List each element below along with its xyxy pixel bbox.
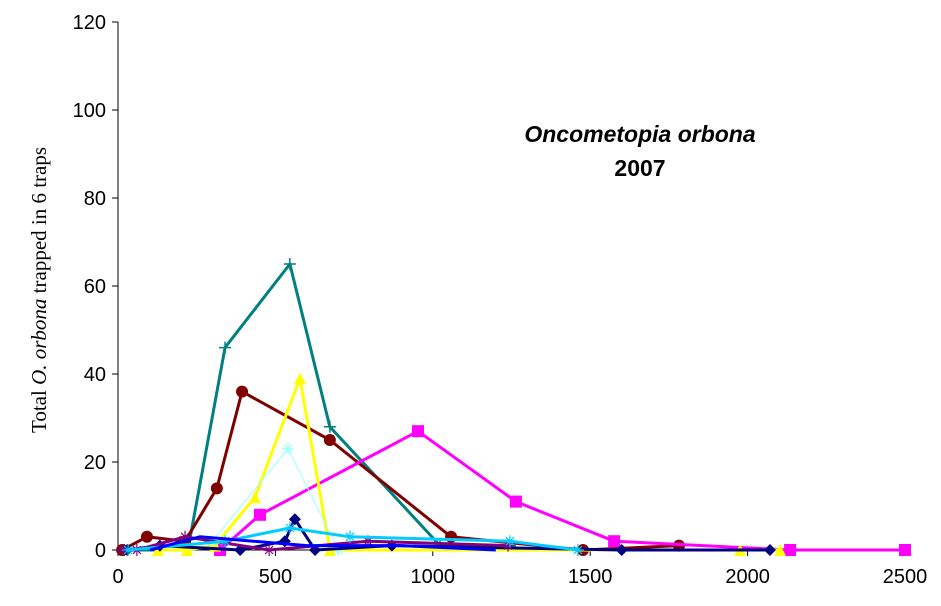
marker <box>323 420 336 433</box>
x-tick-label: 500 <box>259 566 292 588</box>
marker <box>122 544 135 556</box>
marker <box>361 535 374 548</box>
y-label-part: trapped in 6 traps <box>27 147 51 299</box>
marker <box>210 482 223 495</box>
marker <box>899 544 911 556</box>
marker <box>503 535 516 548</box>
y-tick-label: 80 <box>84 188 106 210</box>
y-label-part: Total <box>27 385 51 433</box>
y-tick-label: 0 <box>95 540 106 562</box>
marker <box>263 544 276 556</box>
marker <box>248 491 261 504</box>
marker <box>293 372 306 385</box>
x-tick-label: 2500 <box>883 566 928 588</box>
y-axis-label: Total O. orbona trapped in 6 traps <box>27 147 51 433</box>
x-tick-label: 0 <box>112 566 123 588</box>
marker <box>179 530 192 543</box>
marker <box>784 544 797 556</box>
y-label-part: O. orbona <box>27 299 51 385</box>
marker <box>571 544 584 556</box>
y-tick-label: 120 <box>73 12 106 34</box>
y-tick-label: 100 <box>73 100 106 122</box>
marker <box>281 442 294 455</box>
series-line <box>149 535 496 552</box>
marker <box>412 425 425 438</box>
series-line <box>127 526 579 552</box>
marker <box>502 539 515 552</box>
y-tick-label: 60 <box>84 276 106 298</box>
marker <box>608 535 621 548</box>
x-tick-label: 2000 <box>725 566 770 588</box>
x-tick-label: 1500 <box>568 566 613 588</box>
marker <box>180 544 193 556</box>
x-tick-label: 1000 <box>411 566 456 588</box>
series-line <box>121 390 680 552</box>
marker <box>140 530 153 543</box>
marker <box>615 544 628 556</box>
chart-title: Oncometopia orbona <box>524 121 756 147</box>
marker <box>219 535 232 548</box>
y-tick-label: 20 <box>84 452 106 474</box>
marker <box>763 544 776 556</box>
marker <box>283 522 296 534</box>
series-line <box>212 448 339 551</box>
marker <box>151 544 164 556</box>
marker <box>253 508 266 521</box>
marker <box>344 530 357 543</box>
marker <box>288 513 301 526</box>
marker <box>219 341 232 354</box>
marker <box>774 544 787 556</box>
marker <box>283 258 296 270</box>
marker <box>509 495 522 508</box>
marker <box>323 434 336 446</box>
y-tick-label: 40 <box>84 364 106 386</box>
chart-subtitle: 2007 <box>614 155 665 181</box>
marker <box>236 385 249 398</box>
